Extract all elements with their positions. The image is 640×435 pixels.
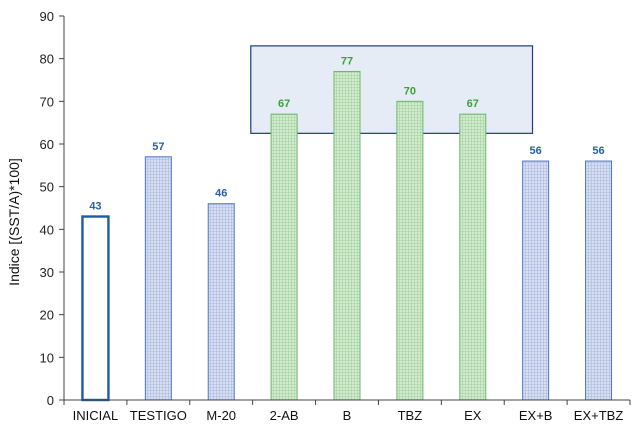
data-label: 56	[592, 145, 604, 157]
data-label: 77	[341, 55, 353, 67]
x-tick-label: EX+TBZ	[574, 408, 624, 423]
bar-m-20	[207, 203, 235, 401]
x-tick-label: INICIAL	[73, 408, 119, 423]
data-label: 56	[530, 145, 542, 157]
x-tick-label: EX+B	[519, 408, 553, 423]
x-tick-label: B	[343, 408, 352, 423]
bar-ex-b	[522, 160, 550, 401]
y-tick-label: 80	[40, 52, 54, 67]
x-tick-label: M-20	[206, 408, 236, 423]
y-tick-label: 30	[40, 265, 54, 280]
bar-b	[333, 70, 361, 401]
x-tick-label: EX	[464, 408, 482, 423]
data-label: 67	[278, 98, 290, 110]
y-tick-label: 50	[40, 180, 54, 195]
data-label: 46	[215, 188, 227, 200]
x-tick-label: TESTIGO	[130, 408, 187, 423]
bar-2-ab	[270, 113, 298, 401]
y-tick-label: 90	[40, 9, 54, 24]
bar-testigo	[144, 156, 172, 401]
bar-ex-tbz	[585, 160, 613, 401]
y-tick-label: 40	[40, 222, 54, 237]
data-label: 67	[467, 98, 479, 110]
data-label: 43	[89, 201, 101, 213]
x-tick-label: 2-AB	[270, 408, 299, 423]
y-tick-label: 20	[40, 308, 54, 323]
bar-tbz	[396, 100, 424, 401]
y-axis-title: Indice [(SST/A)*100]	[6, 158, 22, 286]
data-label: 57	[152, 141, 164, 153]
data-label: 70	[404, 85, 416, 97]
x-tick-label: TBZ	[398, 408, 423, 423]
y-tick-label: 60	[40, 137, 54, 152]
y-tick-label: 70	[40, 94, 54, 109]
bar-inicial	[81, 215, 110, 402]
y-tick-label: 10	[40, 350, 54, 365]
bar-ex	[459, 113, 487, 401]
y-tick-label: 0	[47, 393, 54, 408]
